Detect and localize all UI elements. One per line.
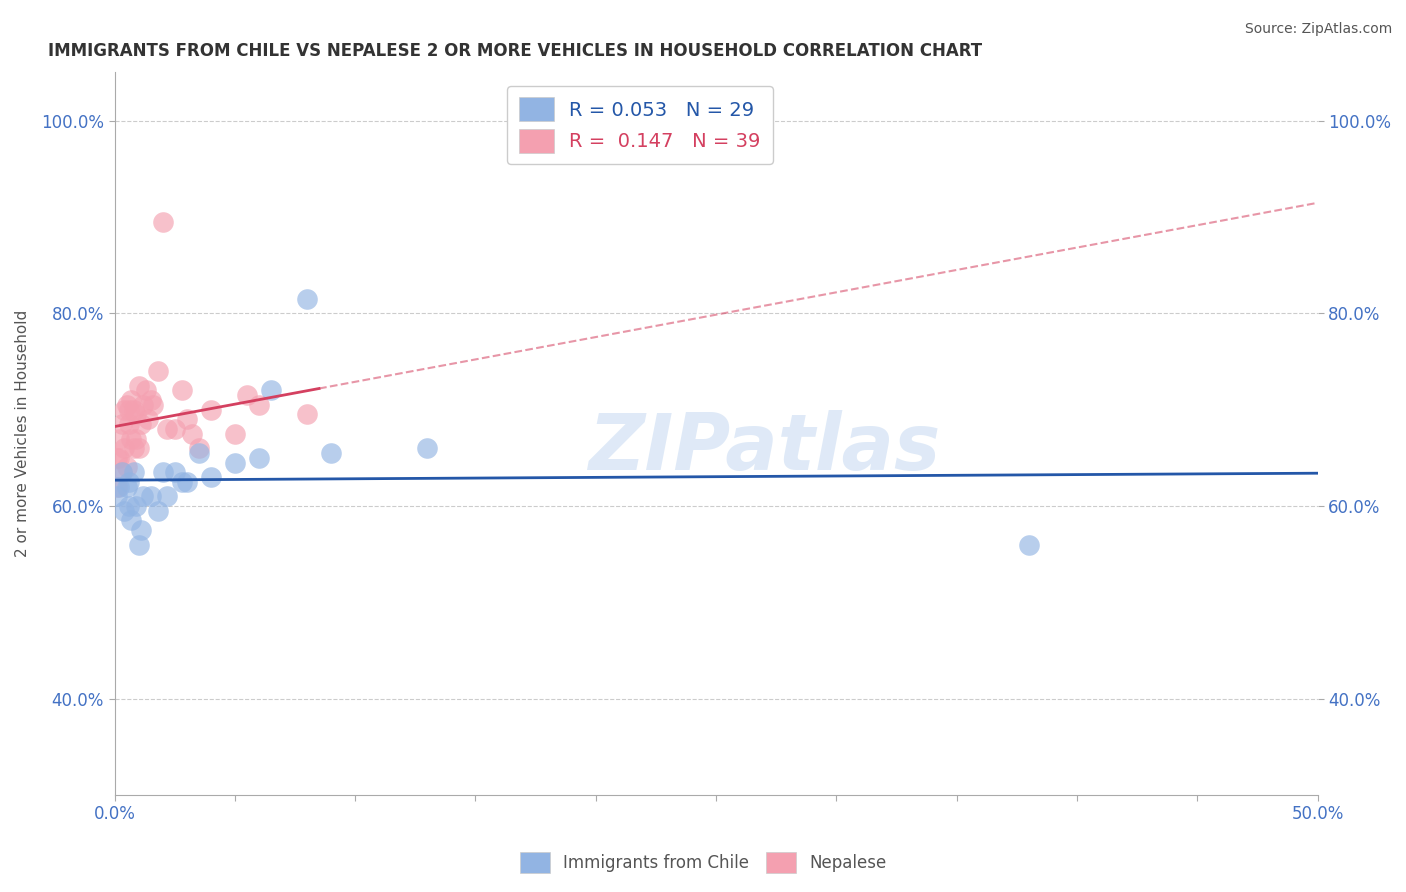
Point [128, 441, 150, 455]
Point [122, 402, 145, 417]
Point [187, 441, 209, 455]
Point [139, 392, 162, 407]
Y-axis label: 2 or more Vehicles in Household: 2 or more Vehicles in Household [15, 310, 30, 558]
Point [122, 441, 145, 455]
Point [135, 384, 157, 398]
Point [111, 465, 134, 479]
Point [132, 398, 155, 412]
Point [111, 465, 134, 479]
Point [146, 364, 169, 378]
Point [118, 475, 141, 489]
Point [120, 432, 142, 446]
Point [120, 392, 142, 407]
Text: IMMIGRANTS FROM CHILE VS NEPALESE 2 OR MORE VEHICLES IN HOUSEHOLD CORRELATION CH: IMMIGRANTS FROM CHILE VS NEPALESE 2 OR M… [48, 42, 983, 60]
Point [295, 292, 318, 306]
Point [170, 384, 193, 398]
Point [156, 422, 179, 436]
Point [176, 412, 198, 426]
Point [224, 456, 246, 470]
Point [128, 537, 150, 551]
Point [416, 441, 439, 455]
Point [108, 450, 131, 465]
Text: Source: ZipAtlas.com: Source: ZipAtlas.com [1244, 22, 1392, 37]
Point [176, 475, 198, 489]
Point [118, 402, 141, 417]
Point [120, 513, 142, 527]
Point [129, 523, 152, 537]
Point [152, 465, 174, 479]
Point [139, 489, 162, 503]
Point [136, 412, 159, 426]
Point [105, 480, 128, 494]
Point [247, 398, 270, 412]
Point [295, 408, 318, 422]
Point [236, 388, 259, 402]
Point [129, 417, 152, 431]
Legend: Immigrants from Chile, Nepalese: Immigrants from Chile, Nepalese [513, 846, 893, 880]
Point [200, 470, 222, 484]
Point [112, 441, 135, 455]
Point [108, 480, 131, 494]
Point [163, 422, 186, 436]
Point [105, 450, 128, 465]
Point [319, 446, 342, 460]
Point [224, 426, 246, 441]
Point [163, 465, 186, 479]
Point [200, 402, 222, 417]
Point [152, 215, 174, 229]
Point [108, 432, 131, 446]
Point [125, 432, 148, 446]
Point [118, 499, 141, 513]
Point [122, 465, 145, 479]
Point [125, 408, 148, 422]
Point [1018, 537, 1040, 551]
Point [128, 378, 150, 392]
Point [125, 499, 148, 513]
Legend: R = 0.053   N = 29, R =  0.147   N = 39: R = 0.053 N = 29, R = 0.147 N = 39 [508, 86, 772, 164]
Point [115, 398, 138, 412]
Point [112, 504, 135, 518]
Point [170, 475, 193, 489]
Text: ZIPatlas: ZIPatlas [588, 410, 941, 486]
Point [118, 417, 141, 431]
Point [146, 504, 169, 518]
Point [180, 426, 202, 441]
Point [260, 384, 283, 398]
Point [247, 450, 270, 465]
Point [132, 489, 155, 503]
Point [105, 489, 128, 503]
Point [115, 480, 138, 494]
Point [156, 489, 179, 503]
Point [142, 398, 165, 412]
Point [115, 460, 138, 475]
Point [111, 417, 134, 431]
Point [187, 446, 209, 460]
Point [112, 402, 135, 417]
